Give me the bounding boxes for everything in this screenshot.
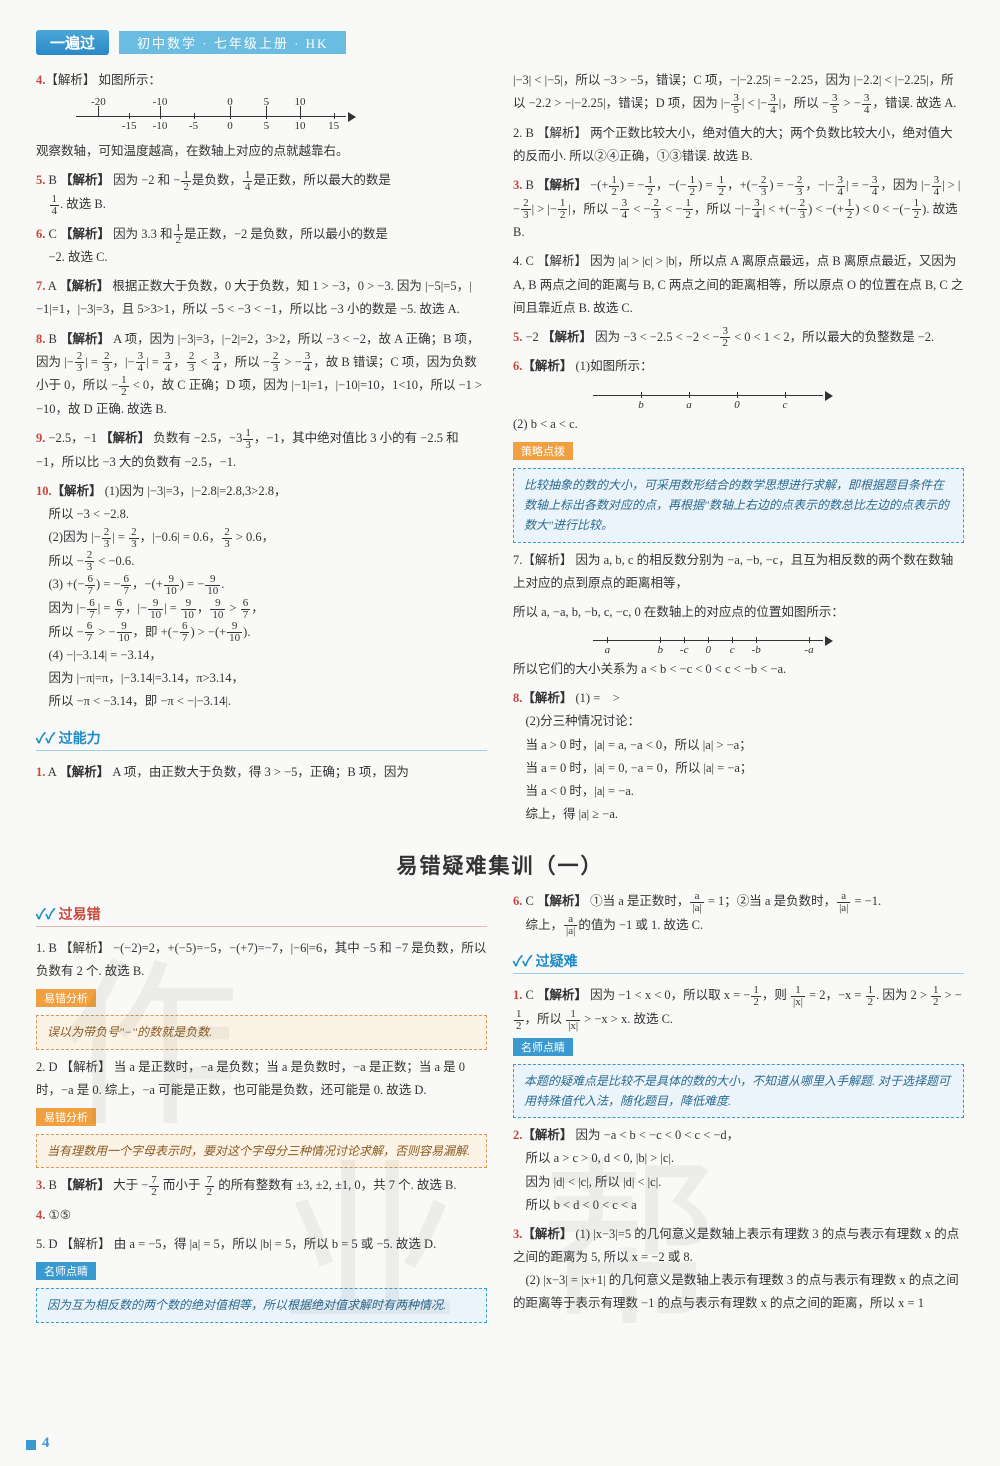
r7c: 所以它们的大小关系为 a < b < −c < 0 < c < −b < −a. <box>513 658 964 681</box>
bottom-right: 6. C 【解析】 ①当 a 是正数时，a|a| = 1；②当 a 是负数时，a… <box>513 890 964 1329</box>
page-number: 4 <box>42 1435 50 1452</box>
r7b: 所以 a, −a, b, −b, c, −c, 0 在数轴上的对应点的位置如图所… <box>513 601 964 624</box>
q8: 8. B 【解析】 A 项，因为 |−3|=3，|−2|=2，3>2，所以 −3… <box>36 328 487 422</box>
q1-bottom: 1. A 【解析】 A 项，由正数大于负数，得 3 > −5，正确；B 项，因为 <box>36 761 487 784</box>
b6: 6. C 【解析】 ①当 a 是正数时，a|a| = 1；②当 a 是负数时，a… <box>513 890 964 937</box>
q4-obs: 观察数轴，可知温度越高，在数轴上对应的点就越靠右。 <box>36 140 487 163</box>
r7: 7.【解析】 因为 a, b, c 的相反数分别为 −a, −b, −c，且互为… <box>513 549 964 595</box>
section-guo-yi-nan: ✓✓ 过疑难 <box>513 951 964 974</box>
r6-2: (2) b < a < c. <box>513 413 964 436</box>
right-column: |−3| < |−5|，所以 −3 > −5，错误；C 项，−|−2.25| =… <box>513 69 964 832</box>
main-columns: 4.【解析】 如图所示： -20 -10 0 5 10 -15 -10 -5 0… <box>36 69 964 832</box>
b5-tip-label: 名师点睛 <box>36 1262 96 1280</box>
b1: 1. B 【解析】 −(−2)=2，+(−5)=−5，−(+7)=−7，|−6|… <box>36 937 487 983</box>
r5: 5. −2 【解析】 因为 −3 < −2.5 < −2 < −32 < 0 <… <box>513 326 964 350</box>
tip-content: 比较抽象的数的大小，可采用数形结合的数学思想进行求解，即根据题目条件在数轴上标出… <box>513 468 964 543</box>
section-title: 易错疑难集训（一） <box>36 850 964 880</box>
b1-tip: 误以为带负号"−"的数就是负数. <box>36 1015 487 1049</box>
section-guo-yi-cuo: ✓✓ 过易错 <box>36 904 487 927</box>
number-line-1: -20 -10 0 5 10 -15 -10 -5 0 5 10 15 <box>76 98 356 134</box>
q6: 6. C 【解析】 因为 3.3 和12是正数，−2 是负数，所以最小的数是 −… <box>36 223 487 270</box>
b2-tip: 当有理数用一个字母表示时，要对这个字母分三种情况讨论求解，否则容易漏解. <box>36 1134 487 1168</box>
tip-label: 策略点拨 <box>513 442 573 460</box>
r3: 3. B 【解析】 −(+12) = −12，−(−12) = 12，+(−23… <box>513 174 964 244</box>
q5: 5. B 【解析】 因为 −2 和 −12是负数，14是正数，所以最大的数是 1… <box>36 169 487 216</box>
page-header: 一遍过 初中数学 · 七年级上册 · HK <box>36 30 964 55</box>
r1: |−3| < |−5|，所以 −3 > −5，错误；C 项，−|−2.25| =… <box>513 69 964 116</box>
b1-tip-label: 易错分析 <box>36 989 96 1007</box>
c2: 2.【解析】 因为 −a < b < −c < 0 < c < −d， 所以 a… <box>513 1124 964 1217</box>
r4: 4. C 【解析】 因为 |a| > |c| > |b|，所以点 A 离原点最远… <box>513 250 964 319</box>
c1-tip: 本题的疑难点是比较不是具体的数的大小，不知道从哪里入手解题. 对于选择题可用特殊… <box>513 1064 964 1119</box>
section-guo-neng-li: ✓✓ 过能力 <box>36 728 487 751</box>
q9: 9. −2.5，−1 【解析】 负数有 −2.5，−313，−1，其中绝对值比 … <box>36 427 487 474</box>
b2: 2. D 【解析】 当 a 是正数时，−a 是负数；当 a 是负数时，−a 是正… <box>36 1056 487 1102</box>
b5-tip: 因为互为相反数的两个数的绝对值相等，所以根据绝对值求解时有两种情况. <box>36 1288 487 1322</box>
b5: 5. D 【解析】 由 a = −5，得 |a| = 5，所以 |b| = 5，… <box>36 1233 487 1256</box>
number-line-2: b a 0 c <box>593 385 833 409</box>
b2-tip-label: 易错分析 <box>36 1108 96 1126</box>
r2: 2. B 【解析】 两个正数比较大小，绝对值大的大；两个负数比较大小，绝对值大的… <box>513 122 964 168</box>
bottom-columns: ✓✓ 过易错 1. B 【解析】 −(−2)=2，+(−5)=−5，−(+7)=… <box>36 890 964 1329</box>
q4-intro: 4.【解析】 如图所示： <box>36 69 487 92</box>
header-badge: 一遍过 <box>36 30 109 55</box>
page-marker-icon <box>26 1440 36 1450</box>
r6-intro: 6.【解析】 (1)如图所示： <box>513 355 964 378</box>
b3: 3. B 【解析】 大于 −72 而小于 72 的所有整数有 ±3, ±2, ±… <box>36 1174 487 1198</box>
number-line-3: a b -c 0 c -b -a <box>593 630 833 654</box>
c3: 3.【解析】 (1) |x−3|=5 的几何意义是数轴上表示有理数 3 的点与表… <box>513 1223 964 1316</box>
q7: 7. A 【解析】 根据正数大于负数，0 大于负数，知 1 > −3，0 > −… <box>36 275 487 321</box>
left-column: 4.【解析】 如图所示： -20 -10 0 5 10 -15 -10 -5 0… <box>36 69 487 832</box>
header-subtitle: 初中数学 · 七年级上册 · HK <box>119 31 346 54</box>
r8: 8.【解析】 (1) = > (2)分三种情况讨论： 当 a > 0 时，|a|… <box>513 687 964 826</box>
c1-tip-label: 名师点睛 <box>513 1038 573 1056</box>
q10: 10.【解析】 (1)因为 |−3|=3，|−2.8|=2.8,3>2.8， 所… <box>36 480 487 714</box>
tip-box-strategy: 策略点拨 比较抽象的数的大小，可采用数形结合的数学思想进行求解，即根据题目条件在… <box>513 442 964 543</box>
b4: 4. ①⑤ <box>36 1204 487 1227</box>
bottom-left: ✓✓ 过易错 1. B 【解析】 −(−2)=2，+(−5)=−5，−(+7)=… <box>36 890 487 1329</box>
c1: 1. C 【解析】 因为 −1 < x < 0，所以取 x = −12，则 1|… <box>513 984 964 1031</box>
